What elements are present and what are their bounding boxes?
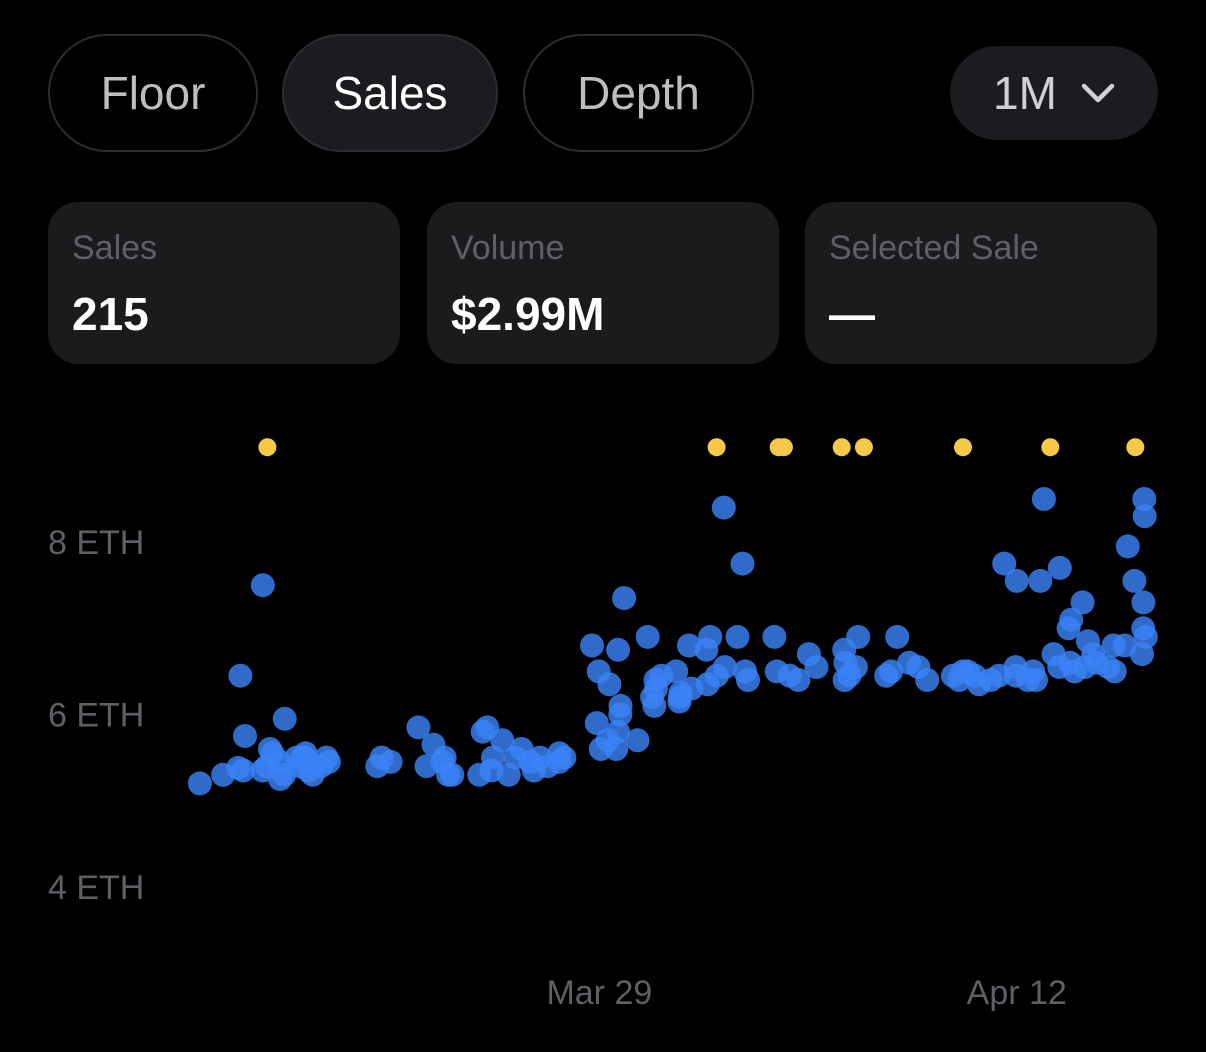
sale-point[interactable] bbox=[257, 737, 282, 761]
sale-point[interactable] bbox=[406, 715, 431, 740]
sale-point[interactable] bbox=[584, 711, 609, 736]
sale-point[interactable] bbox=[730, 551, 755, 576]
chart-type-tabs: Floor Sales Depth 1M bbox=[0, 0, 1206, 160]
sale-point[interactable] bbox=[1084, 650, 1109, 675]
y-tick-label: 6 ETH bbox=[48, 696, 144, 734]
outlier-sale-point[interactable] bbox=[854, 438, 873, 457]
tab-depth[interactable]: Depth bbox=[523, 34, 754, 152]
sale-point[interactable] bbox=[612, 586, 637, 611]
sale-point[interactable] bbox=[490, 728, 515, 753]
sales-count-label: Sales bbox=[72, 229, 158, 267]
outlier-sale-point[interactable] bbox=[954, 438, 972, 457]
selected-sale-value: — bbox=[829, 288, 875, 340]
sale-point[interactable] bbox=[711, 495, 736, 520]
chevron-down-icon bbox=[1081, 83, 1115, 103]
sale-point[interactable] bbox=[470, 719, 495, 744]
sale-point[interactable] bbox=[604, 737, 629, 761]
outlier-sale-point[interactable] bbox=[707, 438, 726, 457]
sale-point[interactable] bbox=[664, 659, 689, 684]
sale-point[interactable] bbox=[786, 668, 811, 692]
sales-count-value: 215 bbox=[72, 288, 149, 340]
sale-point[interactable] bbox=[1102, 659, 1127, 684]
sale-point[interactable] bbox=[635, 624, 660, 649]
sale-point[interactable] bbox=[643, 668, 668, 692]
sale-point[interactable] bbox=[885, 624, 910, 649]
sale-point[interactable] bbox=[625, 728, 650, 753]
tab-depth-label: Depth bbox=[577, 67, 700, 119]
sale-point[interactable] bbox=[915, 668, 940, 692]
sale-point[interactable] bbox=[268, 767, 293, 792]
sales-count-card: Sales 215 bbox=[48, 202, 400, 364]
sale-point[interactable] bbox=[725, 624, 750, 649]
outlier-sale-point[interactable] bbox=[1041, 438, 1060, 457]
volume-value: $2.99M bbox=[451, 288, 605, 340]
x-tick-label: Mar 29 bbox=[546, 974, 652, 1012]
sale-point[interactable] bbox=[1131, 590, 1156, 615]
sale-point[interactable] bbox=[642, 693, 667, 718]
sale-point[interactable] bbox=[667, 689, 692, 714]
sale-point[interactable] bbox=[226, 755, 251, 780]
sale-point[interactable] bbox=[547, 741, 572, 766]
sale-point[interactable] bbox=[1130, 642, 1154, 667]
sale-point[interactable] bbox=[796, 642, 821, 667]
sale-point[interactable] bbox=[314, 745, 339, 770]
sale-point[interactable] bbox=[250, 573, 275, 598]
sale-point[interactable] bbox=[1070, 590, 1095, 615]
sale-point[interactable] bbox=[694, 637, 719, 662]
selected-sale-card[interactable]: Selected Sale — bbox=[805, 202, 1157, 364]
tab-floor[interactable]: Floor bbox=[48, 34, 258, 152]
sale-point[interactable] bbox=[1047, 555, 1072, 580]
sale-point[interactable] bbox=[586, 659, 611, 684]
sale-point[interactable] bbox=[962, 663, 987, 688]
sale-point[interactable] bbox=[272, 706, 297, 731]
x-tick-label: Apr 12 bbox=[967, 974, 1067, 1012]
time-range-select[interactable]: 1M bbox=[950, 46, 1158, 140]
y-tick-label: 4 ETH bbox=[48, 869, 144, 907]
volume-card: Volume $2.99M bbox=[427, 202, 779, 364]
sale-point[interactable] bbox=[228, 663, 253, 688]
tab-sales-label: Sales bbox=[332, 67, 448, 119]
selected-sale-label: Selected Sale bbox=[829, 229, 1039, 267]
sale-point[interactable] bbox=[440, 762, 465, 787]
sale-point[interactable] bbox=[467, 762, 492, 787]
sale-point[interactable] bbox=[187, 771, 212, 796]
y-tick-label: 8 ETH bbox=[48, 524, 144, 562]
sale-point[interactable] bbox=[992, 551, 1017, 576]
sale-point[interactable] bbox=[233, 724, 257, 748]
sale-point[interactable] bbox=[580, 633, 604, 658]
sale-point[interactable] bbox=[518, 749, 543, 774]
sale-point[interactable] bbox=[1056, 616, 1081, 641]
sale-point[interactable] bbox=[606, 719, 630, 744]
sale-point[interactable] bbox=[762, 624, 787, 649]
sale-point[interactable] bbox=[695, 672, 720, 697]
sale-point[interactable] bbox=[1004, 568, 1029, 593]
outlier-sale-point[interactable] bbox=[1126, 438, 1145, 457]
sale-point[interactable] bbox=[843, 655, 868, 680]
sale-point[interactable] bbox=[1122, 568, 1147, 593]
outlier-sale-point[interactable] bbox=[832, 438, 851, 457]
sale-point[interactable] bbox=[1115, 534, 1140, 559]
sale-point[interactable] bbox=[1132, 504, 1157, 529]
sale-point[interactable] bbox=[1021, 659, 1046, 684]
sale-point[interactable] bbox=[846, 624, 871, 649]
sale-point[interactable] bbox=[874, 663, 899, 688]
sale-point[interactable] bbox=[1031, 487, 1056, 511]
volume-label: Volume bbox=[451, 229, 565, 267]
outlier-sale-point[interactable] bbox=[258, 438, 277, 457]
sale-point[interactable] bbox=[606, 637, 631, 662]
tab-sales[interactable]: Sales bbox=[282, 34, 498, 152]
time-range-value: 1M bbox=[993, 67, 1057, 119]
sale-point[interactable] bbox=[1028, 568, 1053, 593]
sale-point[interactable] bbox=[369, 745, 394, 770]
tab-floor-label: Floor bbox=[100, 67, 206, 119]
sale-point[interactable] bbox=[1132, 487, 1157, 511]
sale-point[interactable] bbox=[736, 668, 760, 692]
outlier-sale-point[interactable] bbox=[774, 438, 793, 457]
